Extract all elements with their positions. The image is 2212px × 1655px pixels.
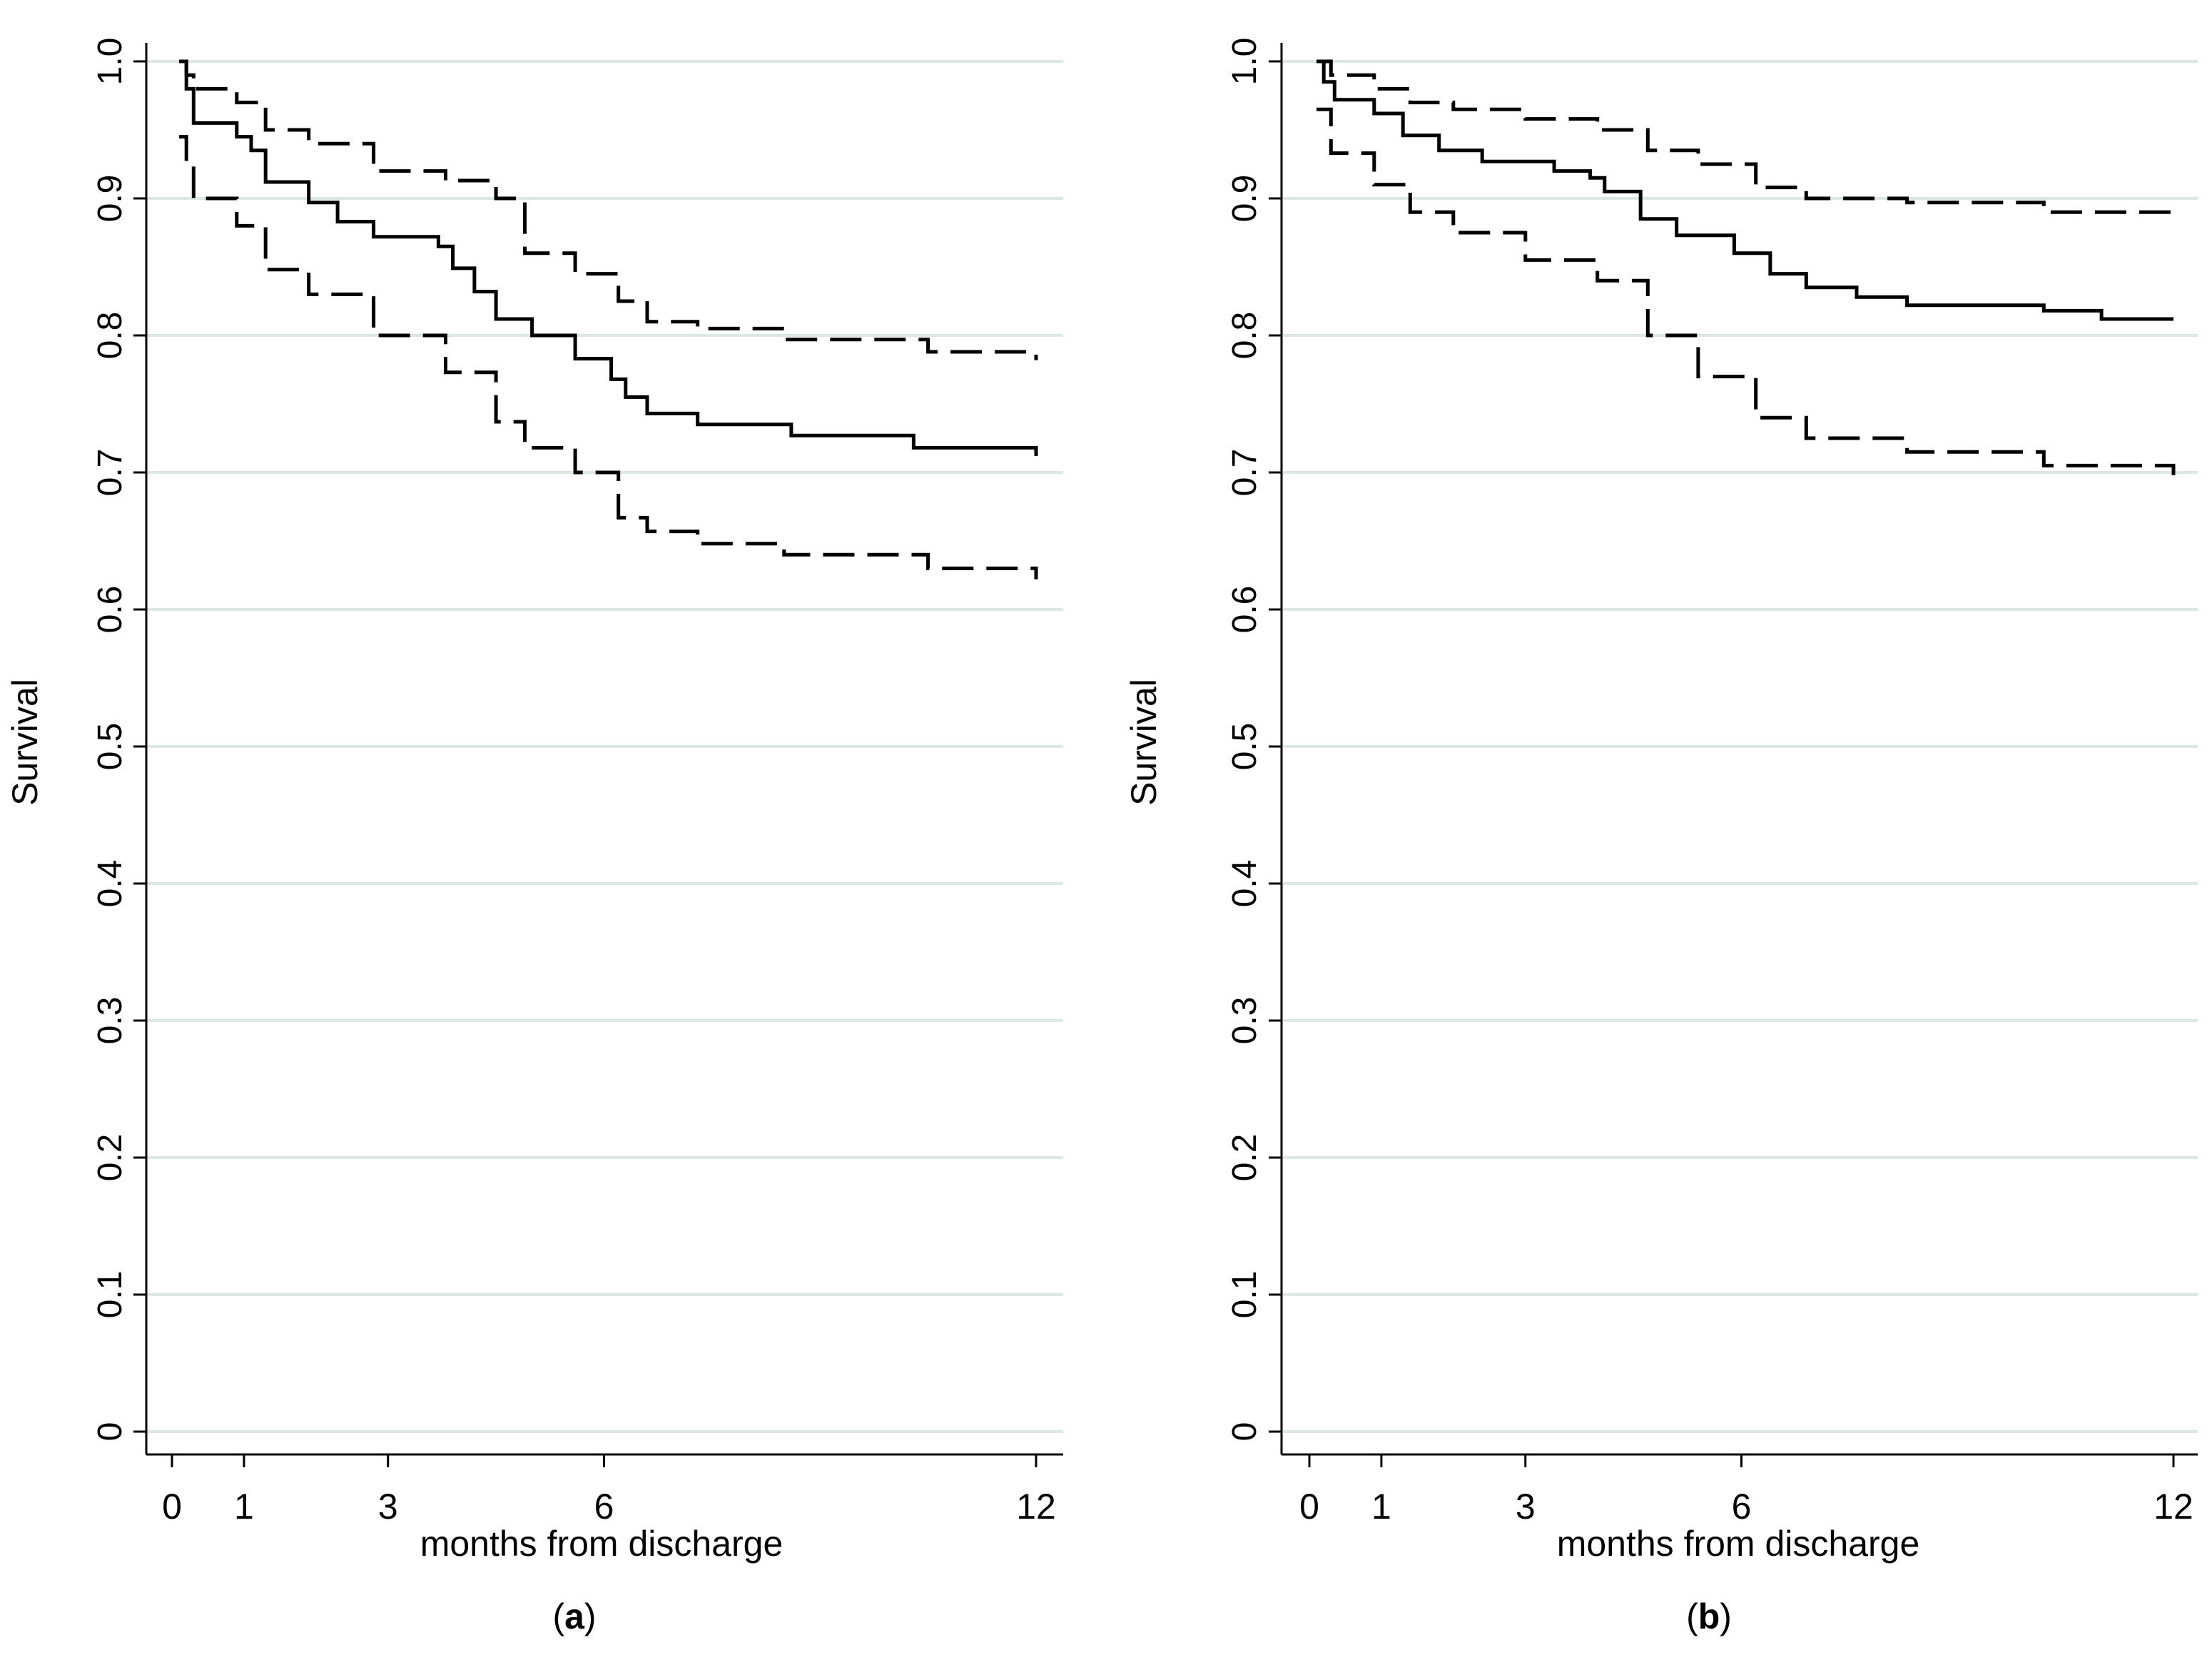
y-tick-label: 0.9 [1226, 175, 1264, 223]
panel-letter: a [564, 1596, 585, 1636]
y-tick-label: 1.0 [91, 38, 129, 86]
y-tick-label: 0.4 [91, 860, 129, 908]
y-tick-label: 0.3 [1226, 997, 1264, 1045]
y-tick-label: 0.7 [1226, 449, 1264, 497]
survival-curve [1316, 59, 2173, 321]
x-tick-label: 1 [1371, 1487, 1391, 1527]
x-tick-label: 6 [594, 1487, 614, 1527]
y-tick-label: 0.6 [1226, 586, 1264, 634]
x-tick-label: 6 [1732, 1487, 1752, 1527]
survival-curve [179, 59, 1038, 456]
y-tick-label: 0.2 [1226, 1134, 1264, 1182]
confidence-band-curve [179, 135, 1038, 579]
x-tick-label: 0 [162, 1487, 182, 1527]
x-tick-label: 3 [1516, 1487, 1536, 1527]
y-tick-label: 0.5 [1226, 723, 1264, 771]
y-tick-label: 0.5 [91, 723, 129, 771]
x-tick-label: 3 [378, 1487, 398, 1527]
x-axis-title: months from discharge [1557, 1524, 1920, 1564]
x-tick-label: 1 [234, 1487, 254, 1527]
y-tick-label: 0.9 [91, 175, 129, 223]
y-tick-label: 1.0 [1226, 38, 1264, 86]
y-tick-label: 0.6 [91, 586, 129, 634]
y-tick-label: 0.2 [91, 1134, 129, 1182]
y-tick-label: 0 [91, 1422, 129, 1442]
y-axis-title: Survival [1124, 679, 1164, 806]
y-tick-label: 0.7 [91, 449, 129, 497]
x-tick-label: 12 [1016, 1487, 1056, 1527]
x-tick-label: 12 [2153, 1487, 2193, 1527]
y-tick-label: 0.8 [91, 312, 129, 360]
y-axis-title: Survival [5, 679, 45, 806]
confidence-band-curve [1316, 107, 2176, 475]
panel-b: 0 0.1 0.2 0.3 0.4 0.5 0.6 0.7 0.8 0.9 1.0 0 1 3 6 12 Sur… [1124, 38, 2198, 1636]
y-tick-label: 0.3 [91, 997, 129, 1045]
y-tick-label: 0.1 [1226, 1271, 1264, 1319]
y-tick-label: 0.1 [91, 1271, 129, 1319]
y-tick-label: 0.4 [1226, 860, 1264, 908]
panel-a: 0 0.1 0.2 0.3 0.4 0.5 0.6 0.7 0.8 0.9 1.0 0 1 3 6 12 Sur… [5, 38, 1063, 1636]
x-axis-title: months from discharge [420, 1524, 783, 1564]
x-tick-label: 0 [1299, 1487, 1319, 1527]
y-tick-label: 0 [1226, 1422, 1264, 1442]
confidence-band-curve [179, 59, 1038, 360]
panel-label: (a) [552, 1596, 596, 1636]
panel-letter: b [1698, 1596, 1720, 1636]
panel-label: (b) [1686, 1596, 1732, 1636]
y-tick-label: 0.8 [1226, 312, 1264, 360]
confidence-band-curve [1316, 59, 2176, 219]
